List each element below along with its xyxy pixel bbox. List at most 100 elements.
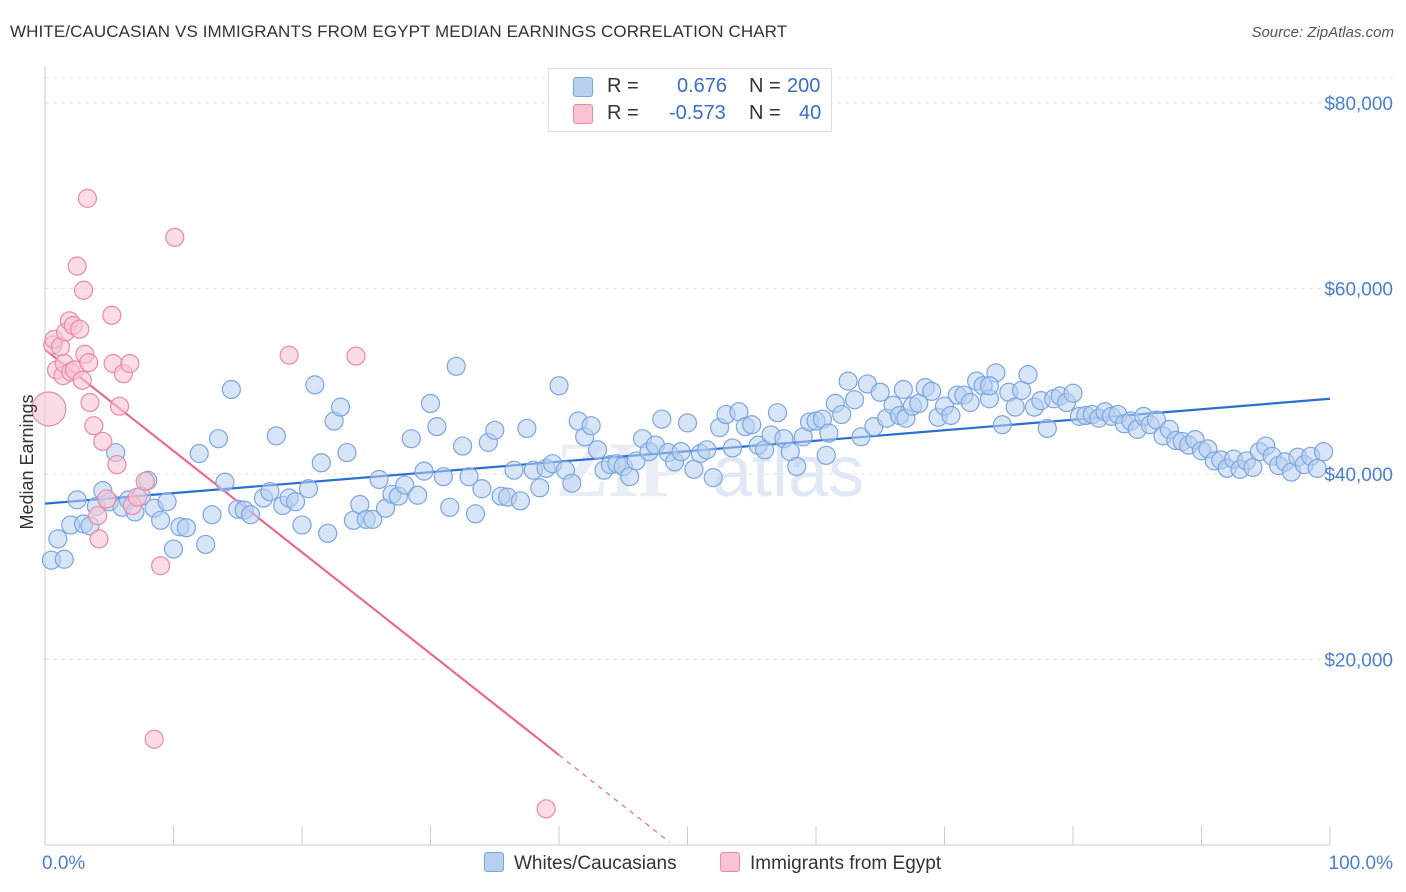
- whites-point: [266, 426, 286, 446]
- x-tick-label: 0.0%: [42, 853, 85, 874]
- whites-point: [215, 472, 235, 492]
- series-whites-points: [41, 356, 1334, 570]
- whites-point: [395, 475, 415, 495]
- whites-point: [54, 549, 74, 569]
- legend-r-label: R =: [607, 75, 639, 97]
- whites-point: [1313, 442, 1334, 462]
- whites-point: [363, 509, 383, 529]
- legend-swatch-blue: [573, 77, 593, 97]
- whites-point: [1018, 365, 1038, 385]
- source-credit: Source: ZipAtlas.com: [1251, 24, 1394, 41]
- egypt-point: [89, 529, 109, 549]
- whites-point: [1005, 397, 1025, 417]
- egypt-point: [151, 556, 171, 576]
- egypt-point: [79, 352, 99, 373]
- whites-point: [427, 417, 447, 437]
- whites-point: [298, 479, 319, 499]
- whites-point: [202, 505, 222, 525]
- y-axis-label: Median Earnings: [17, 394, 37, 529]
- whites-point: [369, 469, 389, 490]
- whites-point: [401, 429, 421, 449]
- y-tick-label: $20,000: [1324, 650, 1393, 671]
- whites-point: [157, 492, 177, 512]
- whites-point: [816, 445, 836, 465]
- whites-point: [414, 461, 434, 481]
- whites-point: [742, 415, 762, 435]
- whites-point: [1037, 418, 1057, 439]
- whites-point: [530, 478, 550, 498]
- bottom-legend-label-whites: Whites/Caucasians: [514, 853, 677, 874]
- whites-point: [241, 505, 261, 525]
- egypt-point: [536, 799, 556, 819]
- whites-point: [446, 356, 466, 376]
- whites-point: [330, 397, 351, 417]
- egypt-point: [67, 256, 87, 276]
- whites-point: [440, 497, 460, 517]
- whites-point: [196, 534, 216, 555]
- whites-point: [48, 529, 68, 549]
- grid: [45, 77, 1395, 660]
- egypt-point: [93, 431, 113, 452]
- whites-point: [581, 416, 601, 436]
- bottom-legend-label-egypt: Immigrants from Egypt: [750, 853, 942, 874]
- egypt-point: [102, 305, 122, 325]
- egypt-point: [279, 345, 299, 365]
- whites-point: [163, 539, 184, 559]
- egypt-point: [127, 487, 148, 507]
- whites-point: [408, 485, 428, 505]
- whites-point: [433, 467, 453, 487]
- whites-point: [722, 438, 743, 458]
- whites-point: [893, 379, 913, 400]
- whites-point: [979, 376, 1000, 396]
- egypt-point: [73, 280, 94, 300]
- bottom-legend-egypt: Immigrants from Egypt: [720, 852, 941, 875]
- legend-r-value: 0.676: [677, 75, 728, 97]
- whites-point: [151, 510, 171, 530]
- egypt-point: [144, 729, 164, 749]
- egypt-point: [88, 506, 108, 526]
- whites-point: [318, 523, 338, 543]
- whites-point: [260, 481, 280, 502]
- whites-point: [176, 518, 196, 538]
- whites-point: [697, 440, 717, 460]
- whites-point: [189, 443, 209, 464]
- legend-n-label: N =: [749, 102, 781, 124]
- whites-point: [562, 473, 582, 493]
- egypt-point: [107, 455, 127, 475]
- egypt-point: [80, 392, 100, 413]
- whites-point: [485, 420, 505, 440]
- egypt-point: [70, 319, 90, 339]
- whites-point: [838, 371, 858, 391]
- whites-point: [208, 429, 229, 449]
- x-tick-label: 100.0%: [1329, 853, 1394, 874]
- egypt-point: [84, 416, 104, 436]
- legend-n-value: 200: [787, 75, 821, 97]
- egypt-point: [72, 370, 92, 390]
- legend-r-value: -0.573: [669, 102, 726, 124]
- whites-point: [510, 491, 531, 511]
- whites-point: [465, 504, 486, 524]
- whites-point: [960, 392, 980, 413]
- series-egypt-points: [31, 188, 556, 819]
- egypt-point: [109, 396, 130, 416]
- whites-point: [992, 415, 1012, 435]
- stats-legend: R = 0.676 N = 200 R = -0.573 N = 40: [548, 68, 832, 132]
- whites-point: [459, 467, 479, 487]
- egypt-point: [346, 346, 366, 366]
- whites-point: [677, 413, 698, 433]
- whites-point: [819, 423, 839, 443]
- egypt-point: [97, 489, 117, 509]
- chart-title: WHITE/CAUCASIAN VS IMMIGRANTS FROM EGYPT…: [10, 22, 788, 41]
- whites-point: [517, 418, 537, 439]
- whites-point: [1307, 458, 1327, 478]
- whites-point: [844, 390, 865, 410]
- whites-point: [453, 436, 473, 456]
- tick-labels: $20,000 $40,000 $60,000 $80,000 0.0% 100.0%: [42, 94, 1393, 874]
- whites-point: [472, 479, 492, 499]
- egypt-point: [31, 391, 67, 427]
- whites-point: [671, 442, 691, 462]
- egypt-point: [165, 227, 185, 247]
- whites-point: [292, 515, 312, 535]
- bottom-legend-whites: Whites/Caucasians: [484, 852, 677, 875]
